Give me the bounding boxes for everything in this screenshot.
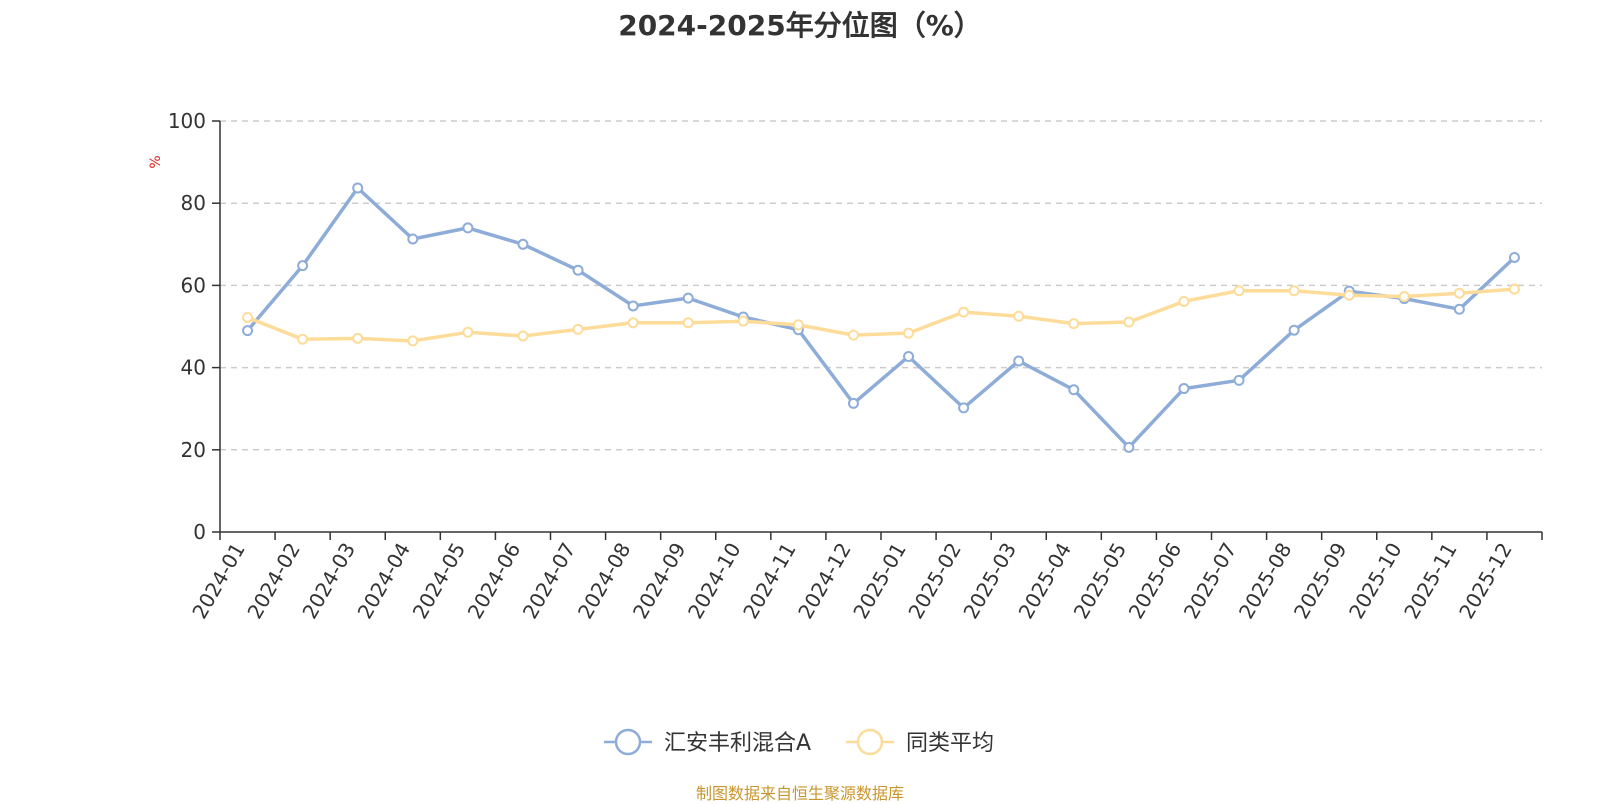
data-point-series-1[interactable] bbox=[1013, 355, 1025, 367]
chart-title: 2024-2025年分位图（%） bbox=[618, 9, 982, 42]
x-tick-label: 2024-05 bbox=[408, 539, 471, 623]
x-tick-label: 2024-01 bbox=[187, 539, 250, 623]
data-point-series-1[interactable] bbox=[517, 238, 529, 250]
legend-swatch-marker bbox=[856, 728, 884, 756]
x-tick-label: 2024-12 bbox=[793, 539, 856, 623]
data-point-series-2[interactable] bbox=[1453, 287, 1465, 299]
data-point-series-2[interactable] bbox=[903, 327, 915, 339]
x-tick-label: 2025-12 bbox=[1454, 539, 1517, 623]
data-point-series-2[interactable] bbox=[407, 335, 419, 347]
data-point-series-1[interactable] bbox=[847, 397, 859, 409]
x-tick-label: 2024-02 bbox=[242, 539, 305, 623]
series-line-1 bbox=[246, 186, 1516, 450]
legend-swatch-marker bbox=[614, 728, 642, 756]
legend[interactable]: 汇安丰利混合A 同类平均 bbox=[604, 728, 994, 756]
data-point-series-2[interactable] bbox=[352, 332, 364, 344]
legend-label: 汇安丰利混合A bbox=[664, 731, 811, 756]
data-point-series-1[interactable] bbox=[242, 325, 254, 337]
series-lines bbox=[242, 182, 1520, 453]
data-point-series-1[interactable] bbox=[407, 233, 419, 245]
y-tick-label: 0 bbox=[193, 520, 206, 544]
data-point-series-1[interactable] bbox=[352, 182, 364, 194]
y-tick-label: 40 bbox=[181, 356, 206, 380]
x-tick-label: 2024-06 bbox=[463, 539, 526, 623]
data-point-series-2[interactable] bbox=[1343, 289, 1355, 301]
data-point-series-2[interactable] bbox=[682, 317, 694, 329]
x-tick-label: 2024-04 bbox=[353, 539, 416, 623]
x-tick-label: 2024-07 bbox=[518, 539, 581, 623]
y-tick-label: 60 bbox=[181, 273, 206, 297]
x-tick-label: 2025-02 bbox=[903, 539, 966, 623]
grid-lines bbox=[220, 120, 1542, 451]
data-point-series-2[interactable] bbox=[737, 315, 749, 327]
data-point-series-2[interactable] bbox=[1013, 310, 1025, 322]
data-point-series-1[interactable] bbox=[1178, 383, 1190, 395]
x-tick-label: 2024-10 bbox=[683, 539, 746, 623]
data-point-series-1[interactable] bbox=[1288, 324, 1300, 336]
y-axis-unit-label: % bbox=[148, 155, 164, 168]
data-point-series-2[interactable] bbox=[847, 329, 859, 341]
x-tick-label: 2025-08 bbox=[1234, 539, 1297, 623]
data-point-series-1[interactable] bbox=[1233, 374, 1245, 386]
y-tick-label: 20 bbox=[181, 438, 206, 462]
data-point-series-1[interactable] bbox=[1453, 303, 1465, 315]
legend-label: 同类平均 bbox=[906, 731, 994, 756]
legend-item-1[interactable]: 汇安丰利混合A bbox=[604, 728, 811, 756]
x-tick-label: 2025-05 bbox=[1069, 539, 1132, 623]
data-point-series-2[interactable] bbox=[1398, 290, 1410, 302]
x-tick-label: 2025-04 bbox=[1014, 539, 1077, 623]
data-point-series-2[interactable] bbox=[462, 326, 474, 338]
data-point-series-1[interactable] bbox=[1068, 384, 1080, 396]
x-tick-label: 2024-11 bbox=[738, 539, 801, 623]
data-point-series-2[interactable] bbox=[1068, 318, 1080, 330]
data-point-series-2[interactable] bbox=[297, 333, 309, 345]
x-tick-label: 2025-09 bbox=[1289, 539, 1352, 623]
x-tick-label: 2025-03 bbox=[958, 538, 1021, 622]
y-tick-label: 80 bbox=[181, 191, 206, 215]
data-point-series-2[interactable] bbox=[792, 319, 804, 331]
x-tick-label: 2024-03 bbox=[297, 539, 360, 623]
data-point-series-2[interactable] bbox=[242, 311, 254, 323]
data-point-series-1[interactable] bbox=[1123, 441, 1135, 453]
data-point-series-1[interactable] bbox=[958, 402, 970, 414]
x-tick-label: 2025-11 bbox=[1399, 539, 1462, 623]
x-tick-label: 2024-08 bbox=[573, 539, 636, 623]
data-point-series-2[interactable] bbox=[517, 330, 529, 342]
source-note: 制图数据来自恒生聚源数据库 bbox=[695, 784, 904, 803]
x-tick-label: 2025-06 bbox=[1124, 539, 1187, 623]
data-point-series-1[interactable] bbox=[572, 264, 584, 276]
x-tick-label: 2025-01 bbox=[848, 539, 911, 623]
data-point-series-2[interactable] bbox=[572, 323, 584, 335]
data-point-series-2[interactable] bbox=[627, 317, 639, 329]
legend-item-2[interactable]: 同类平均 bbox=[846, 728, 994, 756]
data-point-series-2[interactable] bbox=[1288, 285, 1300, 297]
data-point-series-1[interactable] bbox=[903, 351, 915, 363]
data-point-series-2[interactable] bbox=[1233, 285, 1245, 297]
data-point-series-2[interactable] bbox=[958, 306, 970, 318]
data-point-series-1[interactable] bbox=[682, 292, 694, 304]
data-point-series-1[interactable] bbox=[297, 260, 309, 272]
x-tick-label: 2025-07 bbox=[1179, 539, 1242, 623]
data-point-series-2[interactable] bbox=[1178, 295, 1190, 307]
data-point-series-2[interactable] bbox=[1123, 316, 1135, 328]
data-point-series-1[interactable] bbox=[462, 222, 474, 234]
data-point-series-1[interactable] bbox=[627, 300, 639, 312]
data-point-series-2[interactable] bbox=[1508, 283, 1520, 295]
series-line-2 bbox=[246, 287, 1515, 343]
data-point-series-1[interactable] bbox=[1508, 251, 1520, 263]
x-tick-label: 2024-09 bbox=[628, 539, 691, 623]
axes: 0 20 40 60 80 100 2024-012024-022024-032024-04… bbox=[168, 109, 1543, 623]
x-tick-label: 2025-10 bbox=[1344, 539, 1407, 623]
y-tick-label: 100 bbox=[168, 109, 206, 133]
